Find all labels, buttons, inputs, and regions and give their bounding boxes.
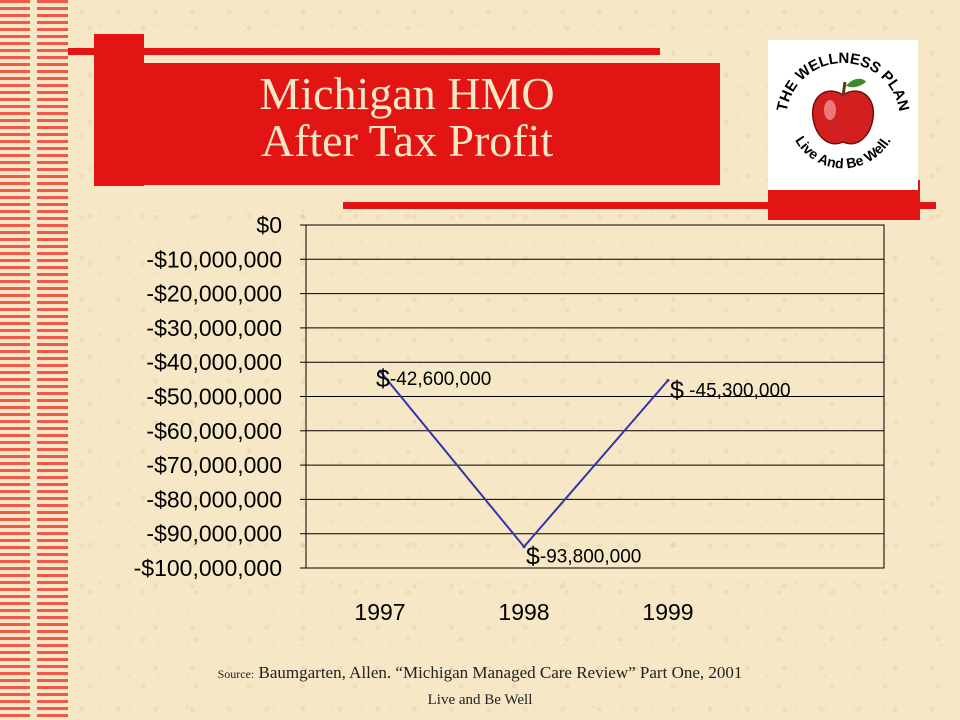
data-labels: $-42,600,000 $-93,800,000 $ -45,300,000 [376, 365, 791, 571]
data-point [666, 378, 670, 382]
x-tick-label: 1999 [642, 599, 693, 625]
y-tick-label: -$70,000,000 [146, 452, 282, 478]
data-label: $-42,600,000 [376, 365, 491, 393]
page-title: Michigan HMO After Tax Profit [94, 70, 720, 164]
x-tick-label: 1997 [354, 599, 405, 625]
title-line-1: Michigan HMO [259, 68, 555, 119]
y-tick-label: -$100,000,000 [134, 555, 282, 581]
y-axis-ticks: $0 -$10,000,000 -$20,000,000 -$30,000,000 -$… [134, 212, 306, 581]
footer-text: Live and Be Well [427, 692, 533, 708]
source-citation: Source: Baumgarten, Allen. “Michigan Man… [0, 663, 960, 683]
data-label: $ -45,300,000 [670, 376, 791, 404]
wellness-plan-logo: THE WELLNESS PLAN Live And Be Well. [768, 40, 918, 190]
decorative-stripes [0, 0, 68, 720]
source-text: Baumgarten, Allen. “Michigan Managed Car… [258, 663, 743, 682]
apple-icon [812, 78, 874, 145]
series [378, 369, 670, 549]
data-point [378, 369, 382, 373]
series-line [379, 370, 669, 549]
x-tick-label: 1998 [498, 599, 549, 625]
y-tick-label: -$40,000,000 [146, 349, 282, 375]
y-tick-label: $0 [256, 212, 282, 238]
title-line-2: After Tax Profit [260, 115, 554, 166]
y-tick-label: -$80,000,000 [146, 486, 282, 512]
source-prefix: Source: [217, 667, 255, 681]
y-tick-label: -$60,000,000 [146, 418, 282, 444]
data-point [522, 545, 526, 549]
data-label: $-93,800,000 [526, 543, 641, 571]
y-tick-label: -$50,000,000 [146, 384, 282, 410]
chart-gridlines [306, 224, 884, 569]
logo-graphic: THE WELLNESS PLAN Live And Be Well. [774, 50, 913, 172]
decorative-bar-top [68, 48, 660, 55]
y-tick-label: -$90,000,000 [146, 521, 282, 547]
x-axis-ticks: 1997 1998 1999 [354, 599, 693, 625]
y-tick-label: -$20,000,000 [146, 281, 282, 307]
decorative-bar-bottom [343, 202, 936, 209]
y-tick-label: -$10,000,000 [146, 246, 282, 272]
y-tick-label: -$30,000,000 [146, 315, 282, 341]
title-box [94, 63, 720, 185]
